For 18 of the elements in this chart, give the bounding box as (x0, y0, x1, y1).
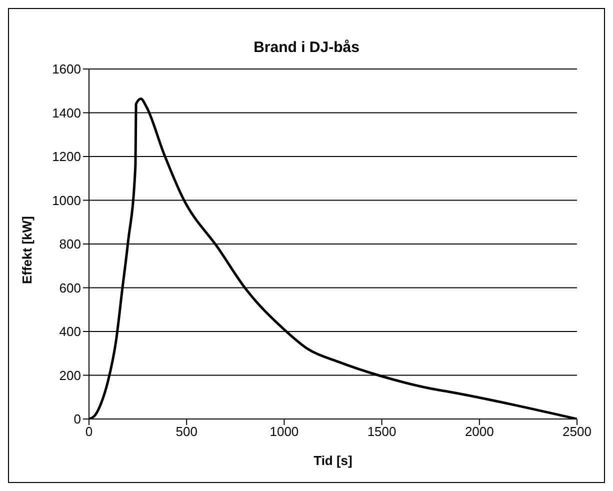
x-axis-title: Tid [s] (314, 453, 352, 468)
y-tick-label: 800 (59, 236, 81, 252)
y-tick-label: 1000 (52, 192, 81, 208)
y-tick-label: 1400 (52, 105, 81, 120)
x-tick-label: 500 (176, 424, 198, 440)
y-tick-label: 0 (74, 412, 81, 427)
y-axis-title: Effekt [kW] (20, 216, 35, 284)
x-tick-label: 1000 (270, 424, 299, 440)
y-tick-label: 400 (59, 324, 81, 340)
chart-title: Brand i DJ-bås (252, 38, 360, 58)
x-tick-label: 0 (85, 424, 93, 440)
y-tick-label: 200 (59, 368, 81, 383)
y-tick-label: 600 (59, 280, 81, 296)
y-tick-label: 1200 (52, 149, 81, 164)
y-tick-label: 1600 (52, 62, 81, 77)
x-tick-label: 1500 (367, 424, 396, 440)
x-tick-label: 2000 (464, 424, 494, 440)
x-tick-label: 2500 (562, 424, 592, 440)
